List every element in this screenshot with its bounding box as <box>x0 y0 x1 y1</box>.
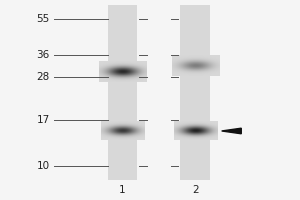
Text: 1: 1 <box>119 185 126 195</box>
Text: 2: 2 <box>192 185 199 195</box>
Text: 28: 28 <box>37 72 50 82</box>
Text: 10: 10 <box>37 161 50 171</box>
Text: 17: 17 <box>37 115 50 125</box>
Polygon shape <box>222 128 241 134</box>
Bar <box>180 5 210 180</box>
Text: 36: 36 <box>37 50 50 60</box>
Text: 55: 55 <box>37 14 50 24</box>
Bar <box>108 5 137 180</box>
